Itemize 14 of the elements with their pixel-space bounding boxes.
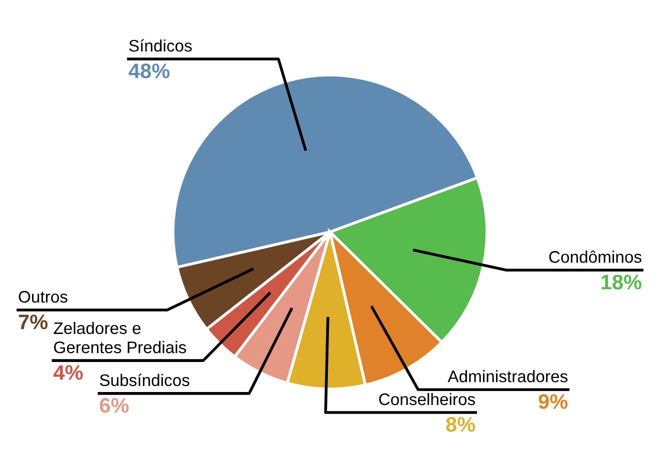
slice-label: Outros xyxy=(18,290,68,303)
data-label: 4% xyxy=(54,365,83,380)
slice-label: Condôminos xyxy=(549,250,642,263)
slice-label: Síndicos xyxy=(129,39,192,52)
slice-label: Administradores xyxy=(448,370,568,382)
data-label: 7% xyxy=(18,314,48,330)
data-label: 6% xyxy=(100,398,129,413)
slice-label: Zeladores e Gerentes Prediais xyxy=(54,322,186,354)
data-label: 8% xyxy=(446,417,476,432)
data-label: 9% xyxy=(538,394,568,409)
slice-label: Conselheiros xyxy=(379,392,475,406)
data-label: 48% xyxy=(128,64,170,78)
data-label: 18% xyxy=(602,274,642,290)
slice-label: Subsíndicos xyxy=(100,374,190,386)
